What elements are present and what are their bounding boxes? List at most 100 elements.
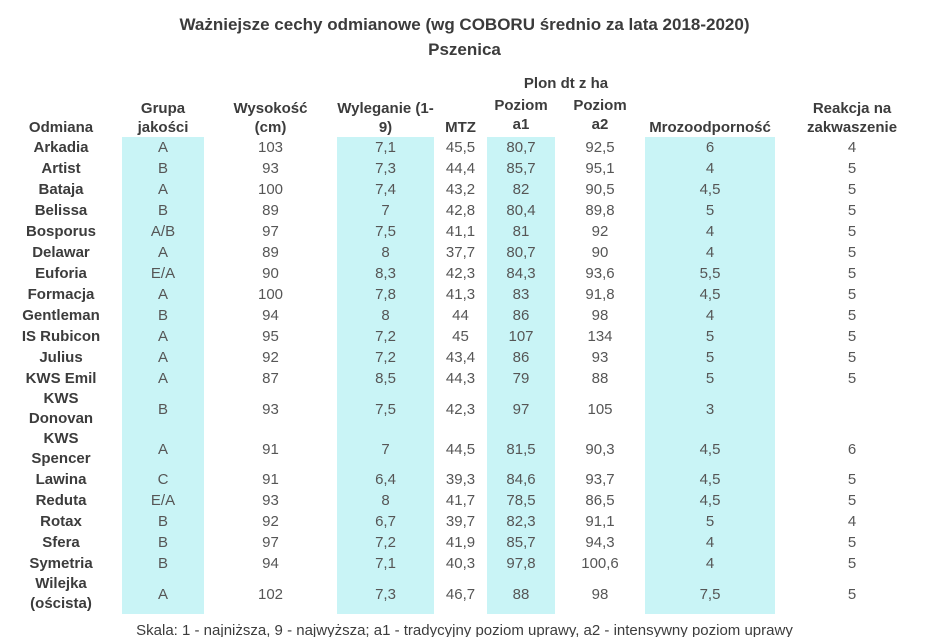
cell-acidity-reaction: 6 xyxy=(847,440,857,458)
cell-lodging: 7 xyxy=(337,429,434,469)
cell-height-cm: 94 xyxy=(262,307,279,324)
variety-name: Sfera xyxy=(42,533,80,551)
cell-yield-level-a2: 94,3 xyxy=(585,534,615,551)
cell-frost-resistance: 5 xyxy=(645,368,776,389)
table-row: Belissa B 89 7 42,8 80,4 89,8 5 5 xyxy=(0,200,929,221)
cell-yield-level-a2: 93 xyxy=(591,349,609,366)
cell-yield-level-a2: 90,5 xyxy=(585,181,615,198)
cell-yield-level-a1: 80,7 xyxy=(487,137,555,158)
cell-mtz: 39,7 xyxy=(445,513,476,530)
variety-name: Formacja xyxy=(27,285,95,303)
cell-yield-level-a2: 93,6 xyxy=(585,265,615,282)
cell-acidity-reaction: 5 xyxy=(847,555,857,572)
table-row: Wilejka (oścista) A 102 7,3 46,7 88 98 7,5 5 xyxy=(0,574,929,614)
cell-yield-level-a1: 107 xyxy=(487,326,555,347)
cell-lodging: 7,8 xyxy=(337,284,434,305)
cell-yield-level-a2: 92 xyxy=(591,223,609,240)
variety-name: Symetria xyxy=(29,554,93,572)
table-row: Symetria B 94 7,1 40,3 97,8 100,6 4 5 xyxy=(0,553,929,574)
cell-yield-level-a1: 83 xyxy=(487,284,555,305)
cell-quality-group: B xyxy=(122,532,204,553)
cell-lodging: 8,3 xyxy=(337,263,434,284)
cell-yield-level-a2: 91,8 xyxy=(585,286,615,303)
cell-mtz: 42,3 xyxy=(445,265,476,282)
cell-lodging: 6,7 xyxy=(337,511,434,532)
cell-acidity-reaction: 5 xyxy=(847,328,857,345)
variety-name: Belissa xyxy=(34,201,88,219)
cell-yield-level-a1: 80,4 xyxy=(487,200,555,221)
cell-lodging: 7,2 xyxy=(337,532,434,553)
variety-name: KWS Spencer xyxy=(31,430,91,467)
cell-height-cm: 92 xyxy=(262,513,279,530)
cell-lodging: 7,4 xyxy=(337,179,434,200)
cell-yield-level-a2: 134 xyxy=(587,328,613,345)
cell-yield-level-a1: 82 xyxy=(487,179,555,200)
cell-yield-level-a1: 80,7 xyxy=(487,242,555,263)
variety-name: Wilejka (oścista) xyxy=(30,575,92,612)
cell-mtz: 42,3 xyxy=(445,400,476,418)
column-header-mtz: MTZ xyxy=(445,119,476,136)
column-group-yield: Plon dt z ha xyxy=(523,75,609,92)
cell-frost-resistance: 4 xyxy=(645,532,776,553)
cell-quality-group: E/A xyxy=(122,490,204,511)
cell-mtz: 43,2 xyxy=(445,181,476,198)
cell-yield-level-a2: 89,8 xyxy=(585,202,615,219)
table-body: Arkadia A 103 7,1 45,5 80,7 92,5 6 4 Artist B 93 7,3… xyxy=(0,137,929,614)
cell-height-cm: 91 xyxy=(262,471,279,488)
variety-name: Bataja xyxy=(38,180,84,198)
cell-height-cm: 100 xyxy=(257,181,284,198)
cell-yield-level-a2: 92,5 xyxy=(585,139,615,156)
table-header: Odmiana Grupa jakości Wysokość (cm) Wyle… xyxy=(0,69,929,137)
cell-height-cm: 91 xyxy=(262,440,279,458)
cell-acidity-reaction: 5 xyxy=(847,307,857,324)
table-row: Bataja A 100 7,4 43,2 82 90,5 4,5 5 xyxy=(0,179,929,200)
cell-frost-resistance: 7,5 xyxy=(645,574,776,614)
cell-yield-level-a1: 85,7 xyxy=(487,158,555,179)
cell-mtz: 44,3 xyxy=(445,370,476,387)
cell-height-cm: 97 xyxy=(262,223,279,240)
cell-yield-level-a1: 97 xyxy=(487,389,555,429)
table-row: Julius A 92 7,2 43,4 86 93 5 5 xyxy=(0,347,929,368)
cell-yield-level-a2: 90,3 xyxy=(585,440,615,458)
table-row: Bosporus A/B 97 7,5 41,1 81 92 4 5 xyxy=(0,221,929,242)
cell-height-cm: 92 xyxy=(262,349,279,366)
table-row: Rotax B 92 6,7 39,7 82,3 91,1 5 4 xyxy=(0,511,929,532)
cell-quality-group: A xyxy=(122,284,204,305)
cell-lodging: 7,3 xyxy=(337,574,434,614)
cell-acidity-reaction: 5 xyxy=(847,585,857,603)
cell-lodging: 7,5 xyxy=(337,221,434,242)
cell-yield-level-a2: 105 xyxy=(587,400,613,418)
variety-name: Julius xyxy=(39,348,83,366)
cell-yield-level-a2: 91,1 xyxy=(585,513,615,530)
variety-traits-table: Odmiana Grupa jakości Wysokość (cm) Wyle… xyxy=(0,69,929,614)
cell-acidity-reaction: 5 xyxy=(847,286,857,303)
cell-yield-level-a1: 85,7 xyxy=(487,532,555,553)
table-row: IS Rubicon A 95 7,2 45 107 134 5 5 xyxy=(0,326,929,347)
cell-acidity-reaction: 5 xyxy=(847,471,857,488)
cell-quality-group: B xyxy=(122,305,204,326)
column-header-lodging: Wyleganie (1-9) xyxy=(337,100,434,136)
cell-height-cm: 89 xyxy=(262,202,279,219)
cell-mtz: 39,3 xyxy=(445,471,476,488)
cell-acidity-reaction: 5 xyxy=(847,202,857,219)
cell-frost-resistance: 4,5 xyxy=(645,179,776,200)
cell-lodging: 8 xyxy=(337,305,434,326)
cell-quality-group: B xyxy=(122,553,204,574)
cell-quality-group: A xyxy=(122,326,204,347)
variety-name: Rotax xyxy=(40,512,82,530)
cell-lodging: 7,1 xyxy=(337,137,434,158)
cell-height-cm: 93 xyxy=(262,160,279,177)
cell-yield-level-a1: 97,8 xyxy=(487,553,555,574)
cell-mtz: 42,8 xyxy=(445,202,476,219)
cell-frost-resistance: 4 xyxy=(645,305,776,326)
table-row: Reduta E/A 93 8 41,7 78,5 86,5 4,5 5 xyxy=(0,490,929,511)
cell-acidity-reaction xyxy=(775,389,929,429)
cell-quality-group: A xyxy=(122,368,204,389)
table-row: Lawina C 91 6,4 39,3 84,6 93,7 4,5 5 xyxy=(0,469,929,490)
variety-name: KWS Emil xyxy=(25,369,97,387)
variety-name: Euforia xyxy=(35,264,87,282)
cell-height-cm: 93 xyxy=(262,492,279,509)
cell-frost-resistance: 4,5 xyxy=(645,469,776,490)
cell-yield-level-a1: 81,5 xyxy=(487,429,555,469)
cell-yield-level-a2: 98 xyxy=(591,585,609,603)
